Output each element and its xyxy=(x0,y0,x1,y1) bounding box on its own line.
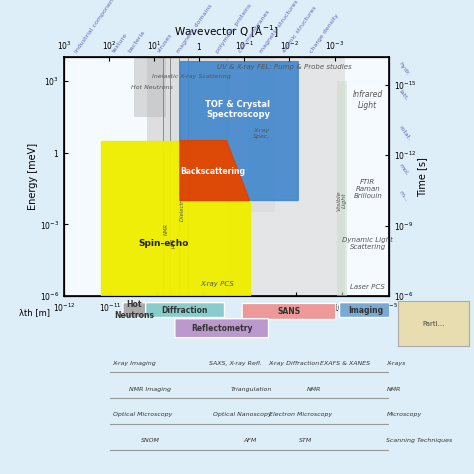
Text: λth [m]: λth [m] xyxy=(19,308,50,317)
Text: Hot Neutrons: Hot Neutrons xyxy=(131,85,173,91)
Bar xyxy=(147,55,228,146)
Text: texture: texture xyxy=(111,32,128,54)
Text: viruses: viruses xyxy=(156,33,173,54)
Text: Optical Nanoscopy: Optical Nanoscopy xyxy=(213,412,272,418)
Text: Infra-red: Infra-red xyxy=(189,170,194,193)
Text: NMR: NMR xyxy=(164,223,169,235)
Text: Microscopy: Microscopy xyxy=(386,412,421,418)
Text: μSR: μSR xyxy=(171,238,176,249)
Polygon shape xyxy=(101,141,249,301)
Text: rotat.: rotat. xyxy=(397,125,411,142)
Text: NMR: NMR xyxy=(307,387,322,392)
Text: Visible
Light: Visible Light xyxy=(337,190,347,211)
FancyBboxPatch shape xyxy=(175,319,269,337)
Text: NMR Imaging: NMR Imaging xyxy=(129,387,171,392)
Text: Optical Microscopy: Optical Microscopy xyxy=(113,412,172,418)
Text: charge density: charge density xyxy=(309,12,340,54)
Text: Backscattering: Backscattering xyxy=(180,167,245,176)
Text: hydr.: hydr. xyxy=(397,61,410,77)
FancyBboxPatch shape xyxy=(242,303,336,319)
Text: Reflectometry: Reflectometry xyxy=(191,324,253,333)
Text: EXAFS & XANES: EXAFS & XANES xyxy=(319,361,370,366)
Text: Diffraction: Diffraction xyxy=(161,306,208,315)
Text: bacteria: bacteria xyxy=(128,30,146,54)
Text: SAXS, X-ray Refl.: SAXS, X-ray Refl. xyxy=(209,361,262,366)
Text: industrial components: industrial components xyxy=(74,0,118,54)
Text: Dielectric Spec.: Dielectric Spec. xyxy=(180,180,185,221)
Text: polymers, proteins: polymers, proteins xyxy=(215,2,253,54)
Bar xyxy=(337,81,347,308)
Bar xyxy=(226,45,345,308)
Text: Imaging: Imaging xyxy=(348,306,383,315)
Text: X-ray Imaging: X-ray Imaging xyxy=(113,361,156,366)
Text: FTIR
Raman
Brillouin: FTIR Raman Brillouin xyxy=(354,179,382,199)
FancyBboxPatch shape xyxy=(123,302,146,318)
Text: Scanning Techniques: Scanning Techniques xyxy=(386,438,453,443)
Text: Hot
Neutrons: Hot Neutrons xyxy=(114,301,154,320)
FancyBboxPatch shape xyxy=(339,302,392,318)
Text: atomic structures: atomic structures xyxy=(282,5,318,54)
Text: SANS: SANS xyxy=(277,307,301,316)
Bar xyxy=(247,57,275,212)
Polygon shape xyxy=(180,62,298,201)
Text: TOF & Crystal
Spectroscopy: TOF & Crystal Spectroscopy xyxy=(205,100,271,119)
Polygon shape xyxy=(180,141,249,201)
X-axis label: Wavevector Q [Å$^{-1}$]: Wavevector Q [Å$^{-1}$] xyxy=(174,24,279,39)
Text: Parti...: Parti... xyxy=(422,320,445,327)
Text: Dynamic Light
Scattering: Dynamic Light Scattering xyxy=(342,237,393,250)
Text: SNOM: SNOM xyxy=(140,438,159,443)
Text: Infrared
Light: Infrared Light xyxy=(353,90,383,109)
Text: X-ray PCS: X-ray PCS xyxy=(200,281,234,287)
Text: magnetic domains: magnetic domains xyxy=(176,3,214,54)
Text: NMR: NMR xyxy=(386,387,401,392)
Text: latt.: latt. xyxy=(397,89,409,102)
Text: Laser PCS: Laser PCS xyxy=(350,283,385,290)
Text: magnetic structures: magnetic structures xyxy=(259,0,300,54)
Text: mol.: mol. xyxy=(397,162,409,176)
Text: X-ray
Spec.: X-ray Spec. xyxy=(253,128,270,139)
Text: STM: STM xyxy=(299,438,312,443)
Text: Inelastic X-ray Scattering: Inelastic X-ray Scattering xyxy=(152,73,231,79)
Text: UV & X-ray FEL: Pump & Probe studies: UV & X-ray FEL: Pump & Probe studies xyxy=(217,64,352,70)
Text: Electron Microscopy: Electron Microscopy xyxy=(269,412,332,418)
Bar xyxy=(134,57,166,117)
Y-axis label: Time [s]: Time [s] xyxy=(418,156,428,197)
Text: X-ray Diffraction: X-ray Diffraction xyxy=(268,361,319,366)
Text: cell membranes: cell membranes xyxy=(237,9,271,54)
Text: AFM: AFM xyxy=(243,438,256,443)
Text: m...: m... xyxy=(397,189,408,202)
FancyBboxPatch shape xyxy=(145,302,225,318)
Text: Spin-echo: Spin-echo xyxy=(138,239,189,248)
Text: Triangulation: Triangulation xyxy=(231,387,273,392)
Text: X-rays: X-rays xyxy=(386,361,406,366)
Y-axis label: Energy [meV]: Energy [meV] xyxy=(28,143,38,210)
